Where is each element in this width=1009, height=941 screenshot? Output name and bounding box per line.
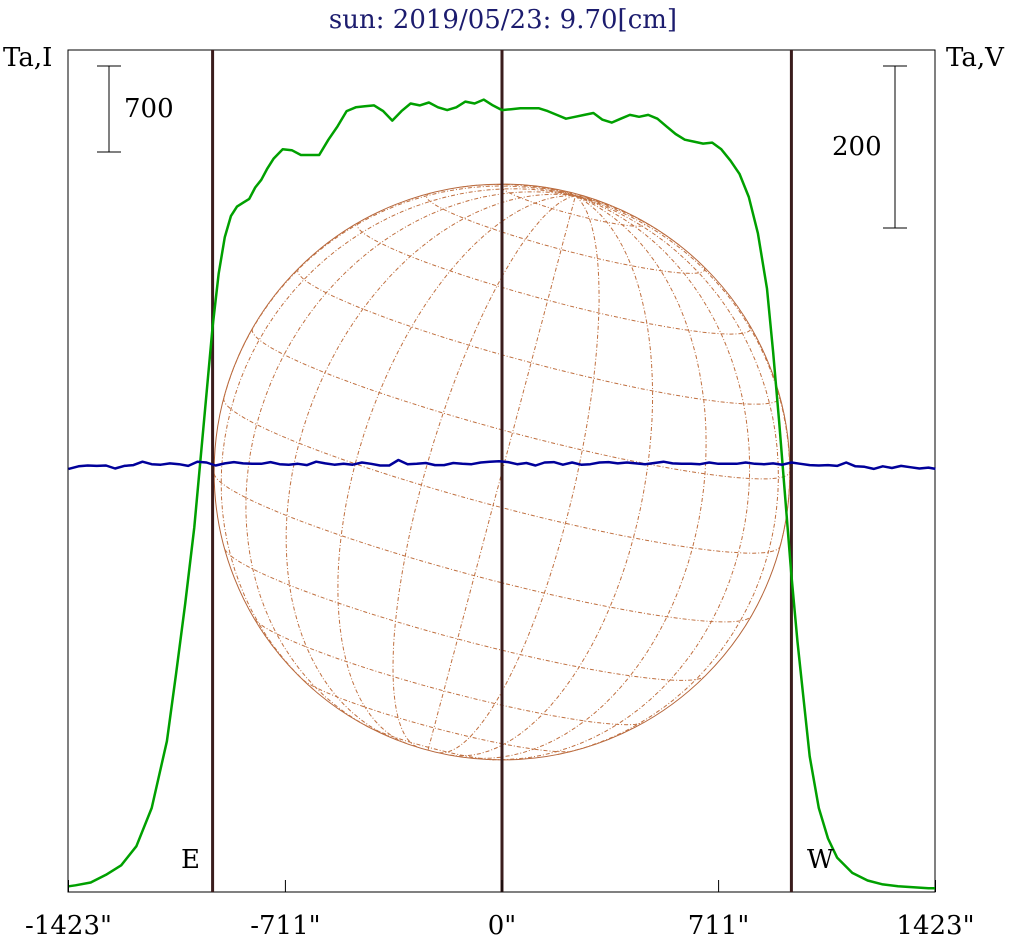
x-tick-label: 0": [488, 911, 517, 941]
longitude-line: [557, 195, 779, 755]
longitude-line: [392, 195, 576, 748]
x-tick-labels: -1423" -711" 0" 711" 1423": [25, 880, 975, 941]
west-limb-label: W: [807, 845, 834, 875]
scale-bar-left: [97, 65, 121, 153]
y-axis-label-left: Ta,I: [3, 43, 52, 73]
longitude-line: [439, 195, 600, 754]
scale-bar-label-right: 200: [832, 132, 882, 162]
series-layer: [68, 98, 936, 890]
latitude-line: [500, 183, 646, 227]
longitude-line: [575, 195, 591, 199]
latitude-line: [302, 679, 572, 753]
longitude-line: [469, 195, 707, 759]
longitude-line: [220, 188, 576, 690]
series-line-I: [68, 98, 936, 890]
longitude-line: [337, 195, 576, 744]
solar-disk-grid: [213, 183, 791, 761]
scale-bars: [97, 65, 907, 229]
series-line-V: [68, 458, 936, 471]
x-tick-label: 1423": [896, 911, 974, 941]
x-tick-label: -711": [250, 911, 320, 941]
longitude-line: [460, 183, 576, 197]
longitude-line: [492, 195, 751, 761]
east-limb-label: E: [181, 845, 200, 875]
x-tick-label: -1423": [25, 911, 112, 941]
longitude-line: [575, 195, 791, 547]
longitude-line: [449, 195, 654, 757]
x-tick-label: 711": [688, 911, 750, 941]
y-axis-label-right: Ta,V: [946, 43, 1005, 73]
longitude-line: [427, 195, 576, 751]
latitude-line: [224, 549, 705, 681]
longitude-line: [245, 191, 576, 727]
latitude-line: [297, 268, 781, 405]
scale-bar-label-left: 700: [124, 94, 174, 124]
latitude-line: [251, 328, 791, 480]
latitude-line: [213, 473, 752, 623]
longitude-line: [285, 193, 576, 737]
longitude-line: [223, 185, 576, 399]
scale-bar-right: [883, 65, 907, 229]
longitude-line: [575, 195, 680, 246]
limb-markers: [211, 50, 793, 892]
longitude-line: [575, 195, 607, 205]
latitude-line: [254, 618, 644, 726]
longitude-line: [575, 193, 577, 196]
chart-title: sun: 2019/05/23: 9.70[cm]: [329, 5, 677, 35]
